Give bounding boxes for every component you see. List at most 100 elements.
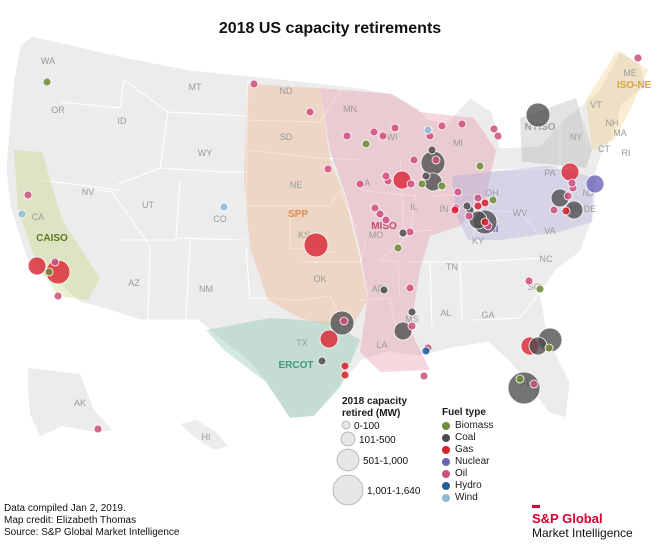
- state-label-ok: OK: [313, 274, 326, 284]
- retirement-bubble-biomass: [437, 181, 447, 191]
- fuel-legend-label: Coal: [455, 432, 476, 443]
- retirement-bubble-wind: [219, 202, 229, 212]
- fuel-legend-item: Oil: [442, 468, 467, 480]
- retirement-bubble-oil: [524, 276, 534, 286]
- retirement-bubble-oil: [493, 131, 503, 141]
- fuel-legend-item: Hydro: [442, 480, 482, 492]
- retirement-bubble-oil: [633, 53, 643, 63]
- state-label-mo: MO: [369, 230, 384, 240]
- size-legend: 0-100 101-500 501-1,000 1,001-1,640: [332, 420, 421, 506]
- state-label-nd: ND: [280, 86, 293, 96]
- size-legend-title: 2018 capacity retired (MW): [342, 396, 408, 419]
- retirement-bubble-oil: [409, 155, 419, 165]
- retirement-bubble-oil: [378, 131, 388, 141]
- retirement-bubble-oil: [305, 107, 315, 117]
- retirement-bubble-gas: [319, 329, 339, 349]
- retirement-bubble-gas: [560, 162, 580, 182]
- fuel-biomass-swatch-icon: [442, 422, 450, 430]
- fuel-legend-label: Nuclear: [455, 456, 490, 467]
- retirement-bubble-biomass: [535, 284, 545, 294]
- state-label-ia: IA: [362, 178, 371, 188]
- brand-name: S&P Global: [532, 511, 603, 526]
- state-label-vt: VT: [590, 100, 602, 110]
- fuel-legend-label: Biomass: [455, 420, 494, 431]
- retirement-bubble-oil: [93, 424, 103, 434]
- retirement-bubble-oil: [323, 164, 333, 174]
- fuel-legend-item: Gas: [442, 444, 473, 456]
- state-label-az: AZ: [128, 278, 140, 288]
- retirement-bubble-coal: [398, 228, 408, 238]
- brand-logo: S&P Global Market Intelligence: [532, 505, 633, 541]
- state-label-pa: PA: [544, 168, 555, 178]
- footer-compiled: Data compiled Jan 2, 2019.: [4, 503, 126, 514]
- retirement-bubble-oil: [563, 191, 573, 201]
- fuel-legend-item: Nuclear: [442, 456, 489, 468]
- state-label-ga: GA: [481, 310, 494, 320]
- size-legend-circle: [336, 448, 360, 472]
- retirement-bubble-oil: [431, 155, 441, 165]
- state-label-nm: NM: [199, 284, 213, 294]
- iso-region-caiso: [14, 150, 100, 300]
- state-label-wy: WY: [198, 148, 213, 158]
- retirement-bubble-coal: [393, 321, 413, 341]
- retirement-bubble-biomass: [417, 179, 427, 189]
- state-label-mt: MT: [189, 82, 202, 92]
- retirement-bubble-coal: [421, 171, 431, 181]
- retirement-bubble-gas: [561, 206, 571, 216]
- state-labels: WA OR CA NV ID MT WY UT CO AZ NM ND SD NE KS OK TX MN IA MO…: [32, 56, 637, 442]
- land-layer: [5, 35, 647, 450]
- state-label-nv: NV: [82, 187, 95, 197]
- retirement-bubble-coal: [528, 336, 548, 356]
- retirement-bubble-hydro: [421, 346, 431, 356]
- retirement-bubble-gas: [450, 205, 460, 215]
- iso-label-ercot: ERCOT: [279, 360, 314, 371]
- retirement-bubble-gas: [480, 217, 490, 227]
- retirement-bubble-coal: [525, 102, 551, 128]
- retirement-bubble-oil: [419, 371, 429, 381]
- map-title: 2018 US capacity retirements: [218, 20, 442, 37]
- fuel-nuclear-swatch-icon: [442, 458, 450, 466]
- retirement-bubble-coal: [379, 285, 389, 295]
- state-label-mn: MN: [343, 104, 357, 114]
- retirement-bubble-biomass: [475, 161, 485, 171]
- retirement-bubble-oil: [342, 131, 352, 141]
- retirement-bubble-oil: [457, 119, 467, 129]
- state-label-oh: OH: [485, 188, 499, 198]
- size-legend-label: 0-100: [354, 421, 380, 432]
- retirement-bubble-oil: [437, 121, 447, 131]
- iso-label-nyiso: NYISO: [524, 122, 555, 133]
- retirement-bubble-oil: [473, 193, 483, 203]
- retirement-bubble-oil: [23, 190, 33, 200]
- retirement-bubble-oil: [549, 205, 559, 215]
- size-legend-label: 501-1,000: [363, 456, 408, 467]
- state-label-va: VA: [544, 226, 555, 236]
- retirement-bubble-oil: [369, 127, 379, 137]
- state-label-nh: NH: [606, 118, 619, 128]
- retirement-bubble-oil: [370, 203, 380, 213]
- iso-label-isone: ISO-NE: [617, 80, 652, 91]
- fuel-legend-label: Gas: [455, 444, 474, 455]
- fuel-wind-swatch-icon: [442, 494, 450, 502]
- brand-accent-bar: [532, 505, 540, 508]
- retirement-bubble-oil: [390, 123, 400, 133]
- fuel-legend-item: Biomass: [442, 420, 493, 432]
- footer-notes: Data compiled Jan 2, 2019. Map credit: E…: [4, 503, 179, 539]
- state-label-ma: MA: [613, 128, 627, 138]
- retirement-bubble-gas: [473, 201, 483, 211]
- retirement-bubble-biomass: [544, 343, 554, 353]
- size-legend-label: 1,001-1,640: [367, 486, 421, 497]
- retirement-bubble-biomass: [488, 195, 498, 205]
- state-label-il: IL: [410, 202, 418, 212]
- retirement-bubble-wind: [423, 125, 433, 135]
- state-label-tx: TX: [296, 338, 308, 348]
- state-label-ak: AK: [74, 398, 86, 408]
- fuel-legend-item: Wind: [442, 492, 478, 504]
- state-label-nj: NJ: [583, 188, 594, 198]
- iso-label-miso: MISO: [371, 221, 397, 232]
- state-label-ut: UT: [142, 200, 154, 210]
- retirement-bubble-gas: [27, 256, 47, 276]
- state-label-ms: MS: [405, 314, 419, 324]
- iso-region-spp: [244, 84, 368, 330]
- retirement-bubble-oil: [381, 215, 391, 225]
- retirement-bubble-biomass: [44, 267, 54, 277]
